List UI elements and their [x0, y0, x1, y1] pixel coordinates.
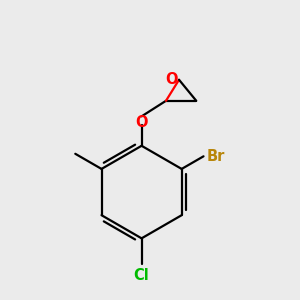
Text: O: O	[165, 72, 178, 87]
Text: O: O	[135, 115, 148, 130]
Text: Cl: Cl	[134, 268, 149, 283]
Text: Br: Br	[207, 149, 225, 164]
